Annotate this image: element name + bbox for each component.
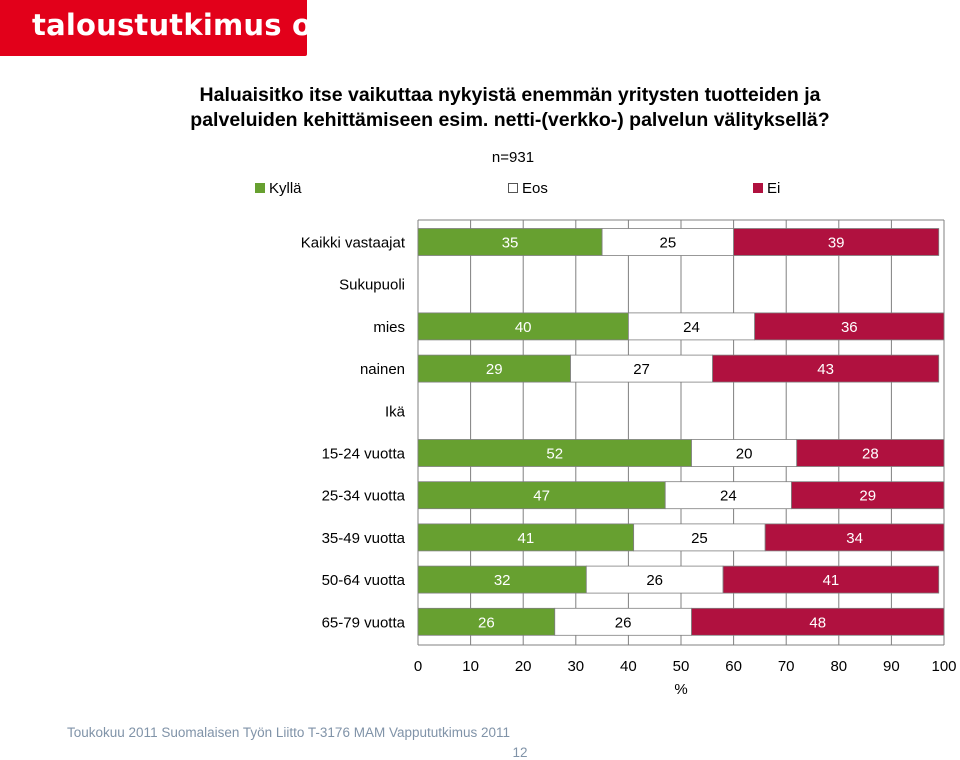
data-label-kylla-7: 41 <box>517 530 534 547</box>
x-tick-label-30: 30 <box>567 658 584 675</box>
data-label-kylla-9: 26 <box>478 614 495 631</box>
bar-kylla-6 <box>417 481 666 510</box>
bar-ei-9 <box>691 607 945 636</box>
x-tick-label-40: 40 <box>620 658 637 675</box>
stacked-bar-chart: 0 10 20 30 40 50 60 70 80 90 100% Kaikki vastaajat 3… <box>301 219 957 698</box>
legend-swatch-kylla <box>255 183 265 193</box>
data-label-ei-5: 28 <box>862 446 879 463</box>
data-label-kylla-3: 29 <box>486 361 503 378</box>
data-label-kylla-2: 40 <box>515 319 532 336</box>
data-label-eos-3: 27 <box>633 361 650 378</box>
bar-kylla-2 <box>417 312 629 341</box>
bar-eos-8 <box>585 565 724 594</box>
bar-eos-3 <box>570 354 713 383</box>
legend-item-ei: Ei <box>753 180 780 197</box>
bar-ei-8 <box>722 565 940 594</box>
bar-ei-3 <box>712 354 940 383</box>
bar-eos-6 <box>664 481 792 510</box>
category-label-3: nainen <box>360 361 405 378</box>
data-label-ei-0: 39 <box>828 235 845 252</box>
data-label-ei-3: 43 <box>817 361 834 378</box>
x-axis-label: % <box>674 681 687 698</box>
legend-label-eos: Eos <box>522 180 548 197</box>
x-tick-label-20: 20 <box>515 658 532 675</box>
brand-logo: taloustutkimus oy <box>32 8 332 42</box>
category-label-6: 25-34 vuotta <box>322 488 406 505</box>
x-tick-label-10: 10 <box>462 658 479 675</box>
data-label-eos-5: 20 <box>736 446 753 463</box>
x-tick-label-60: 60 <box>725 658 742 675</box>
brand-logo-bar: taloustutkimus oy <box>0 0 331 56</box>
bar-ei-6 <box>791 481 945 510</box>
bar-eos-0 <box>601 228 734 256</box>
bar-kylla-3 <box>417 354 571 383</box>
legend-label-kylla: Kyllä <box>269 180 302 197</box>
data-label-ei-2: 36 <box>841 319 858 336</box>
bar-kylla-8 <box>417 565 587 594</box>
data-label-ei-6: 29 <box>859 488 876 505</box>
data-label-ei-9: 48 <box>809 614 826 631</box>
data-label-kylla-8: 32 <box>494 572 511 589</box>
data-label-eos-9: 26 <box>615 614 632 631</box>
bar-kylla-9 <box>417 607 556 636</box>
legend-label-ei: Ei <box>767 180 781 197</box>
data-label-kylla-6: 47 <box>533 488 550 505</box>
x-tick-label-90: 90 <box>883 658 900 675</box>
data-label-ei-8: 41 <box>823 572 840 589</box>
data-label-eos-7: 25 <box>691 530 708 547</box>
legend-swatch-eos <box>508 183 518 193</box>
data-label-eos-0: 25 <box>660 235 677 252</box>
x-tick-label-100: 100 <box>931 658 956 675</box>
legend-item-kylla: Kyllä <box>255 180 302 197</box>
x-tick-label-50: 50 <box>673 658 690 675</box>
bar-eos-9 <box>554 607 692 636</box>
legend-swatch-ei <box>753 183 763 193</box>
category-label-2: mies <box>373 319 405 336</box>
x-tick-label-80: 80 <box>830 658 847 675</box>
category-label-4: Ikä <box>385 403 406 420</box>
category-label-7: 35-49 vuotta <box>322 530 406 547</box>
data-label-ei-7: 34 <box>846 530 863 547</box>
bar-eos-7 <box>633 523 766 552</box>
category-label-5: 15-24 vuotta <box>322 446 406 463</box>
category-label-0: Kaikki vastaajat <box>301 235 406 252</box>
bar-ei-7 <box>764 523 945 552</box>
bar-ei-5 <box>796 439 945 467</box>
category-label-9: 65-79 vuotta <box>322 614 406 631</box>
data-label-eos-8: 26 <box>646 572 663 589</box>
data-label-kylla-0: 35 <box>502 235 519 252</box>
data-label-eos-2: 24 <box>683 319 700 336</box>
chart-title: Haluaisitko itse vaikuttaa nykyistä enem… <box>150 83 870 133</box>
bar-ei-2 <box>754 312 945 341</box>
bar-kylla-7 <box>417 523 635 552</box>
bar-eos-5 <box>691 439 798 467</box>
title-line-2: palveluiden kehittämiseen esim. netti-(v… <box>190 109 830 131</box>
sample-size-label: n=931 <box>491 149 535 166</box>
category-label-1: Sukupuoli <box>339 277 405 294</box>
footer-source: Toukokuu 2011 Suomalaisen Työn Liitto T-… <box>67 725 511 740</box>
x-tick-label-70: 70 <box>778 658 795 675</box>
bar-kylla-5 <box>417 439 692 467</box>
legend-item-eos: Eos <box>508 180 548 197</box>
data-label-kylla-5: 52 <box>546 446 563 463</box>
category-label-8: 50-64 vuotta <box>322 572 406 589</box>
x-tick-label-0: 0 <box>414 658 422 675</box>
title-line-1: Haluaisitko itse vaikuttaa nykyistä enem… <box>199 84 821 106</box>
page-number: 12 <box>512 745 528 760</box>
bar-ei-0 <box>733 228 940 256</box>
data-label-eos-6: 24 <box>720 488 737 505</box>
